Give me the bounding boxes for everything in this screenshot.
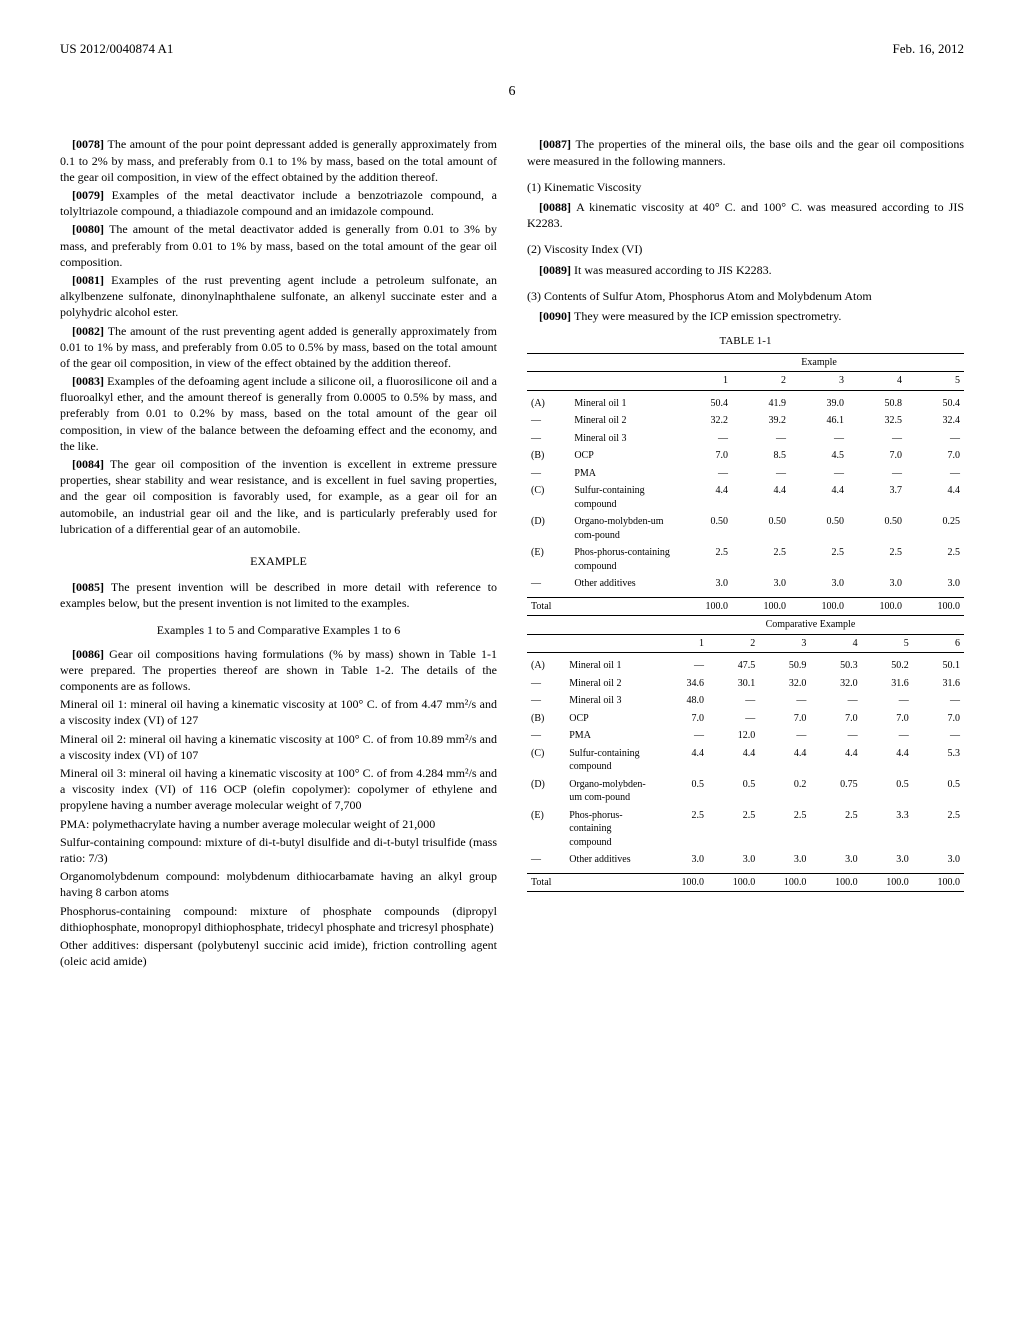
para-0090: [0090] They were measured by the ICP emi… [527, 308, 964, 324]
comparative-header: Comparative Example [657, 616, 964, 634]
table-row: (D)Organo-molybden-um com-pound0.500.500… [527, 513, 964, 544]
table-row: (E)Phos-phorus-containing compound2.52.5… [527, 544, 964, 575]
para-0088-text: A kinematic viscosity at 40° C. and 100°… [527, 200, 964, 230]
method-3-head: (3) Contents of Sulfur Atom, Phosphorus … [527, 288, 964, 304]
pub-number: US 2012/0040874 A1 [60, 40, 173, 58]
para-0087-text: The properties of the mineral oils, the … [527, 137, 964, 167]
para-0087: [0087] The properties of the mineral oil… [527, 136, 964, 168]
para-0081: [0081] Examples of the rust preventing a… [60, 272, 497, 321]
doc-header: US 2012/0040874 A1 Feb. 16, 2012 [60, 40, 964, 58]
table-row: —PMA————— [527, 465, 964, 483]
para-0084-text: The gear oil composition of the inventio… [60, 457, 497, 536]
para-0086-text: Gear oil compositions having formulation… [60, 647, 497, 693]
method-1-head: (1) Kinematic Viscosity [527, 179, 964, 195]
para-0082-text: The amount of the rust preventing agent … [60, 324, 497, 370]
table-row: Total100.0100.0100.0100.0100.0 [527, 597, 964, 616]
organo-desc: Organomolybdenum compound: molybdenum di… [60, 868, 497, 900]
para-0079-text: Examples of the metal deactivator includ… [60, 188, 497, 218]
para-0088: [0088] A kinematic viscosity at 40° C. a… [527, 199, 964, 231]
mineral-oil-1-desc: Mineral oil 1: mineral oil having a kine… [60, 696, 497, 728]
other-desc: Other additives: dispersant (polybutenyl… [60, 937, 497, 969]
para-0085-text: The present invention will be described … [60, 580, 497, 610]
table-row: (D)Organo-molybden-um com-pound0.50.50.2… [527, 776, 964, 807]
right-column: [0087] The properties of the mineral oil… [527, 136, 964, 971]
table-row: —Mineral oil 232.239.246.132.532.4 [527, 412, 964, 430]
phos-desc: Phosphorus-containing compound: mixture … [60, 903, 497, 935]
table-row: —PMA—12.0———— [527, 727, 964, 745]
page-number: 6 [60, 83, 964, 102]
pub-date: Feb. 16, 2012 [893, 40, 965, 58]
para-0079: [0079] Examples of the metal deactivator… [60, 187, 497, 219]
method-2-head: (2) Viscosity Index (VI) [527, 241, 964, 257]
example-header: Example [674, 353, 964, 372]
pma-desc: PMA: polymethacrylate having a number av… [60, 816, 497, 832]
para-0081-text: Examples of the rust preventing agent in… [60, 273, 497, 319]
table-row: 1 2 3 4 5 6 [527, 634, 964, 653]
para-0082: [0082] The amount of the rust preventing… [60, 323, 497, 372]
table-row: —Other additives3.03.03.03.03.03.0 [527, 851, 964, 869]
mineral-oil-3-desc: Mineral oil 3: mineral oil having a kine… [60, 765, 497, 814]
sulfur-desc: Sulfur-containing compound: mixture of d… [60, 834, 497, 866]
para-0085: [0085] The present invention will be des… [60, 579, 497, 611]
para-0083-text: Examples of the defoaming agent include … [60, 374, 497, 453]
para-0083: [0083] Examples of the defoaming agent i… [60, 373, 497, 454]
table-row: Example [527, 353, 964, 372]
table-row: Comparative Example [527, 616, 964, 634]
para-0078: [0078] The amount of the pour point depr… [60, 136, 497, 185]
table-row: —Other additives3.03.03.03.03.0 [527, 575, 964, 593]
table-comparative: Comparative Example 1 2 3 4 5 6 (A)Miner… [527, 616, 964, 892]
table-row: —Mineral oil 348.0————— [527, 692, 964, 710]
table-row: (B)OCP7.08.54.57.07.0 [527, 447, 964, 465]
example-heading: EXAMPLE [60, 553, 497, 569]
two-column-layout: [0078] The amount of the pour point depr… [60, 136, 964, 971]
table-example: Example 1 2 3 4 5 (A)Mineral oil 150.441… [527, 353, 964, 617]
table-row: —Mineral oil 3————— [527, 430, 964, 448]
para-0089-text: It was measured according to JIS K2283. [574, 263, 772, 277]
table-1-1-title: TABLE 1-1 [527, 334, 964, 349]
table-row: (C)Sulfur-containing compound4.44.44.43.… [527, 482, 964, 513]
examples-1-5-heading: Examples 1 to 5 and Comparative Examples… [60, 622, 497, 638]
table-row: (E)Phos-phorus-containing compound2.52.5… [527, 807, 964, 852]
table-row: (A)Mineral oil 1—47.550.950.350.250.1 [527, 657, 964, 675]
table-row: —Mineral oil 234.630.132.032.031.631.6 [527, 675, 964, 693]
table-row: (B)OCP7.0—7.07.07.07.0 [527, 710, 964, 728]
para-0080-text: The amount of the metal deactivator adde… [60, 222, 497, 268]
para-0078-text: The amount of the pour point depressant … [60, 137, 497, 183]
para-0089: [0089] It was measured according to JIS … [527, 262, 964, 278]
table-row: Total100.0100.0100.0100.0100.0100.0 [527, 873, 964, 892]
para-0090-text: They were measured by the ICP emission s… [574, 309, 841, 323]
left-column: [0078] The amount of the pour point depr… [60, 136, 497, 971]
para-0080: [0080] The amount of the metal deactivat… [60, 221, 497, 270]
table-row: (C)Sulfur-containing compound4.44.44.44.… [527, 745, 964, 776]
table-row: (A)Mineral oil 150.441.939.050.850.4 [527, 395, 964, 413]
para-0086: [0086] Gear oil compositions having form… [60, 646, 497, 695]
para-0084: [0084] The gear oil composition of the i… [60, 456, 497, 537]
table-row: 1 2 3 4 5 [527, 372, 964, 391]
mineral-oil-2-desc: Mineral oil 2: mineral oil having a kine… [60, 731, 497, 763]
